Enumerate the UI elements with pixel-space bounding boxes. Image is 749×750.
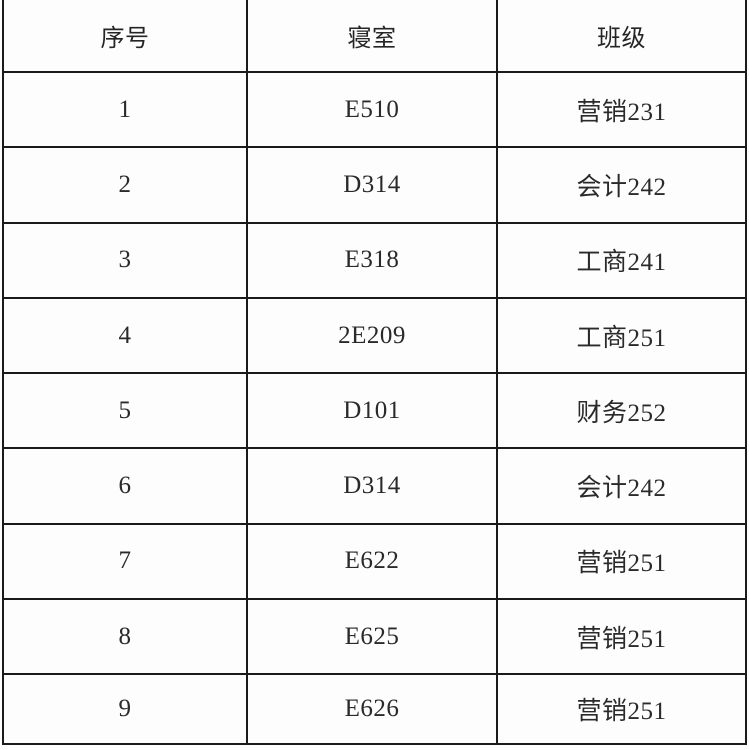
column-header-dorm: 寝室 (248, 0, 498, 73)
dorm-cell: D314 (248, 148, 498, 224)
row-index-cell: 3 (2, 223, 248, 299)
row-index-cell: 7 (2, 524, 248, 601)
class-cell: 会计242 (498, 148, 747, 224)
dorm-cell: D314 (248, 449, 498, 525)
row-index-cell: 2 (2, 148, 248, 224)
row-index-cell: 1 (2, 73, 248, 149)
row-index-cell: 6 (2, 449, 248, 525)
class-cell: 营销231 (498, 73, 747, 149)
class-cell: 会计242 (498, 449, 747, 525)
dorm-cell: D101 (248, 374, 498, 450)
class-cell: 工商241 (498, 223, 747, 299)
row-index-cell: 8 (2, 600, 248, 676)
column-header-class: 班级 (498, 0, 747, 73)
class-cell: 工商251 (498, 298, 747, 375)
class-cell: 营销251 (498, 675, 747, 746)
row-index-cell: 5 (2, 374, 248, 450)
dorm-cell: E625 (248, 600, 498, 676)
column-header-index: 序号 (2, 0, 248, 73)
class-cell: 营销251 (498, 524, 747, 601)
dorm-cell: E622 (248, 524, 498, 601)
class-cell: 财务252 (498, 374, 747, 450)
dorm-cell: E510 (248, 73, 498, 149)
dorm-cell: E626 (248, 675, 498, 746)
dorm-cell: 2E209 (248, 298, 498, 375)
class-cell: 营销251 (498, 600, 747, 676)
dorm-cell: E318 (248, 223, 498, 299)
row-index-cell: 4 (2, 298, 248, 375)
row-index-cell: 9 (2, 675, 248, 746)
